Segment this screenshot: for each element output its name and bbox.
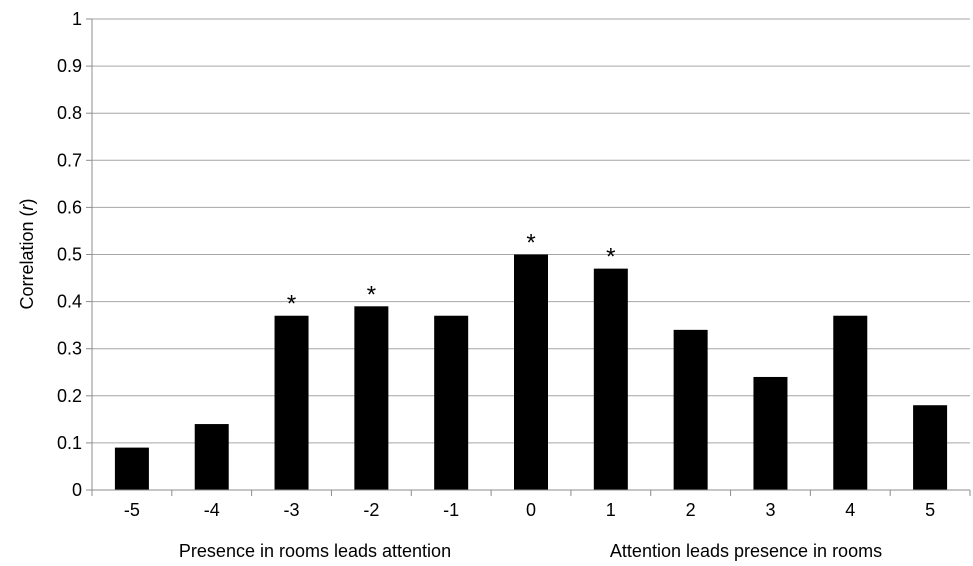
bar (354, 306, 389, 490)
x-tick-label: -4 (204, 500, 220, 520)
y-tick-label: 0.2 (57, 386, 82, 406)
significance-marks: * * * * (287, 230, 616, 318)
y-tick-labels: 0 0.1 0.2 0.3 0.4 0.5 0.6 0.7 0.8 0.9 1 (57, 9, 82, 500)
significance-asterisk: * (526, 230, 535, 257)
bar (833, 315, 868, 490)
bar (593, 268, 628, 490)
bar (673, 329, 708, 490)
bar (114, 447, 149, 490)
bar (753, 376, 788, 490)
y-tick-label: 0.4 (57, 292, 82, 312)
x-tick-label: 5 (925, 500, 935, 520)
bars (114, 254, 948, 490)
y-tick-label: 0.7 (57, 150, 82, 170)
bar (514, 254, 548, 490)
x-tick-label: 3 (765, 500, 775, 520)
y-tick-label: 0.6 (57, 197, 82, 217)
y-tick-label: 0.8 (57, 103, 82, 123)
y-axis-title: Correlation (r) (17, 198, 37, 309)
y-tick-label: 0 (72, 480, 82, 500)
significance-asterisk: * (606, 244, 615, 271)
x-tick-label: -1 (443, 500, 459, 520)
bar (274, 315, 309, 490)
x-tick-label: 4 (845, 500, 855, 520)
y-tick-label: 0.1 (57, 433, 82, 453)
x-tick-label: -5 (124, 500, 140, 520)
x-axis-title-right: Attention leads presence in rooms (610, 541, 882, 561)
bar (913, 405, 948, 490)
x-tick-label: 0 (526, 500, 536, 520)
x-tick-labels: -5 -4 -3 -2 -1 0 1 2 3 4 5 (124, 500, 935, 520)
y-tick-label: 0.9 (57, 56, 82, 76)
y-tick-label: 1 (72, 9, 82, 29)
x-axis-title-left: Presence in rooms leads attention (179, 541, 451, 561)
significance-asterisk: * (367, 281, 376, 308)
bar (194, 424, 229, 490)
x-tick-label: 2 (686, 500, 696, 520)
y-tick-label: 0.5 (57, 245, 82, 265)
significance-asterisk: * (287, 291, 296, 318)
y-tick-label: 0.3 (57, 339, 82, 359)
bar (434, 315, 469, 490)
x-tick-label: -3 (284, 500, 300, 520)
x-tick-label: -2 (363, 500, 379, 520)
axes (86, 18, 971, 496)
x-tick-label: 1 (606, 500, 616, 520)
